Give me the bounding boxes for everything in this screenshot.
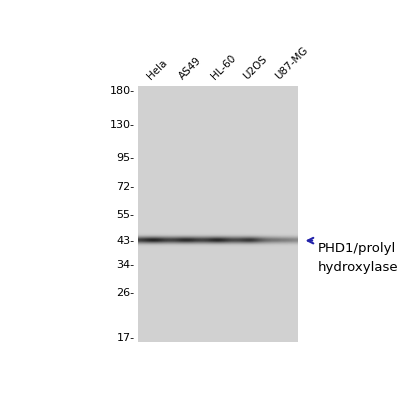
Text: 95-: 95-: [116, 153, 135, 163]
Text: 17-: 17-: [116, 332, 135, 342]
Text: 180-: 180-: [110, 86, 135, 96]
Text: U87-MG: U87-MG: [274, 46, 310, 82]
Text: U2OS: U2OS: [242, 54, 269, 82]
Bar: [138, 86, 298, 342]
Text: AS49: AS49: [178, 56, 204, 82]
Text: hydroxylase: hydroxylase: [318, 261, 399, 274]
Text: 43-: 43-: [116, 236, 135, 246]
Text: 26-: 26-: [116, 288, 135, 298]
Text: Hela: Hela: [146, 58, 169, 82]
Text: 34-: 34-: [116, 260, 135, 270]
Text: 55-: 55-: [117, 210, 135, 220]
Text: HL-60: HL-60: [210, 54, 238, 82]
Text: PHD1/prolyl: PHD1/prolyl: [318, 242, 396, 255]
Text: 130-: 130-: [110, 120, 135, 130]
Text: 72-: 72-: [116, 182, 135, 192]
